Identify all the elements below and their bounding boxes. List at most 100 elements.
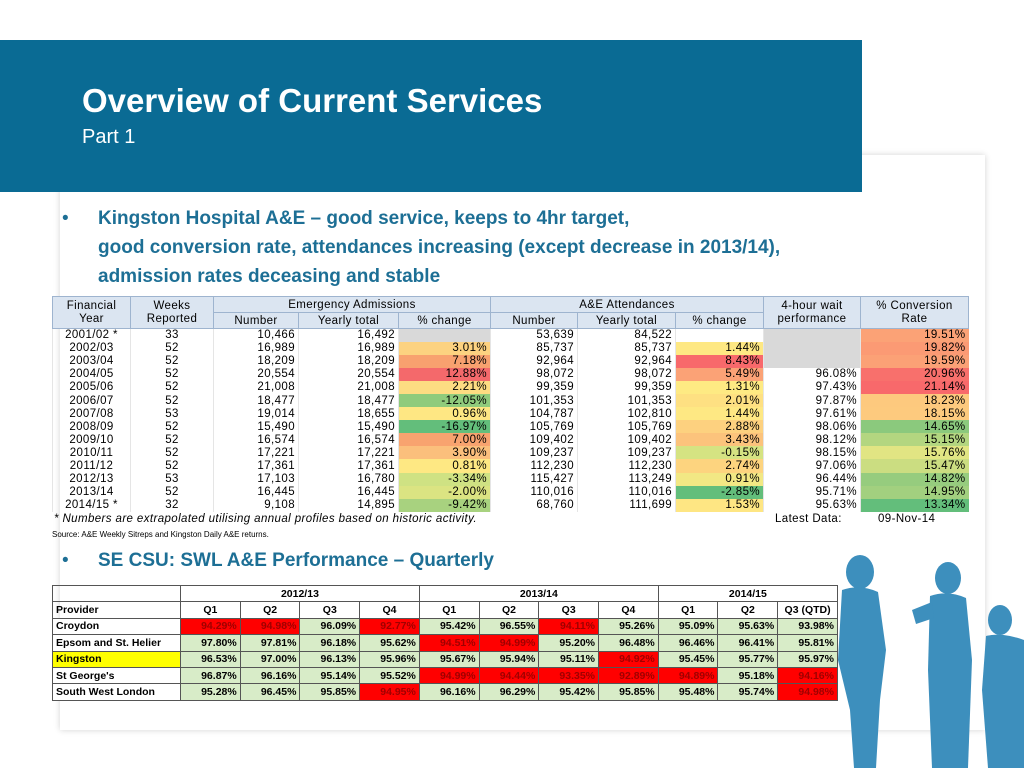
table-cell: 95.77% [717,650,779,668]
table-cell: 3.90% [398,446,491,460]
table-cell: 97.00% [239,650,301,668]
table-cell: 96.46% [657,634,719,652]
performance-table: 2012/13 2013/14 2014/15 Provider Q1 Q2 Q3 Q4 Q1 Q… [52,584,839,701]
table-row: 2004/05 52 20,554 20,554 12.88% 98,072 98,072 5… [52,367,969,381]
table-cell: 1.44% [675,341,764,355]
table-cell: 2014/15 * [52,498,131,512]
table-cell: 95.63% [717,617,779,636]
table-cell: 3.01% [398,341,491,355]
table-cell: 2.74% [675,459,764,473]
table-cell: 94.99% [418,666,480,685]
table-cell: 95.42% [538,683,600,701]
table-cell: 2.88% [675,420,764,434]
table-cell: 17,221 [298,446,399,460]
bullet: Kingston Hospital A&E – good service, ke… [62,204,780,291]
table-cell: 52 [130,485,214,499]
table-cell: 98.06% [763,420,861,434]
table-row: 2003/04 52 18,209 18,209 7.18% 92,964 92,964 8.… [52,354,969,368]
table-cell: 14.95% [860,485,969,499]
table-cell: 68,760 [490,498,578,512]
table-cell: 15.76% [860,446,969,460]
table-cell: 0.96% [398,407,491,421]
table-cell: 95.20% [538,634,600,652]
table-cell: 1.31% [675,380,764,394]
table-cell: 97.81% [239,634,301,652]
column-subheader: Number [490,312,578,329]
table-cell: 53 [130,472,214,486]
column-header: Financial Year [52,296,131,329]
table-cell: 2012/13 [52,472,131,486]
table-cell: 95.11% [538,650,600,668]
table-cell: 7.00% [398,433,491,447]
table-cell: 20,554 [298,367,399,381]
table-row: Croydon 94.29% 94.98% 96.09% 92.77% 95.42% 96.… [52,617,838,636]
column-header: Q4 [598,601,659,619]
table-row: 2010/11 52 17,221 17,221 3.90% 109,237 109,237… [52,446,969,460]
table-cell: 95.42% [418,617,480,636]
table-cell: 2003/04 [52,354,131,368]
table-cell: 96.41% [717,634,779,652]
table-cell: 95.28% [180,683,241,701]
table-cell: 16,574 [298,433,399,447]
table-row: 2001/02 * 33 10,466 16,492 53,639 84,522 19.51… [52,328,969,342]
bullet: SE CSU: SWL A&E Performance – Quarterly [62,546,494,575]
table-cell: 95.85% [598,683,659,701]
table-cell: 53 [130,407,214,421]
column-header: Q1 [418,601,480,619]
table-cell: 18,655 [298,407,399,421]
bullet-line: good conversion rate, attendances increa… [98,237,781,258]
table-cell: Kingston [52,650,181,668]
bullet-line: Kingston Hospital A&E – good service, ke… [98,208,630,229]
table-cell: 95.94% [478,650,540,668]
table-cell [763,328,861,342]
table-cell: 10,466 [213,328,299,342]
table-cell: 2005/06 [52,380,131,394]
table-cell: -16.97% [398,420,491,434]
table-cell: 96.53% [180,650,241,668]
column-header: A&E Attendances [490,296,764,313]
table-cell: 95.67% [418,650,480,668]
column-subheader: Yearly total [577,312,676,329]
table-cell: 95.96% [359,650,420,668]
table-cell: 101,353 [490,393,578,408]
table-cell: 92.77% [359,617,420,636]
table-cell: 14.82% [860,472,969,486]
table-cell: 17,361 [213,459,299,473]
column-subheader: Yearly total [298,312,399,329]
table-row: 2005/06 52 21,008 21,008 2.21% 99,359 99,359 1.… [52,380,969,394]
table-row: Kingston 96.53% 97.00% 96.13% 95.96% 95.67% 95… [52,650,838,668]
table-cell: 3.43% [675,433,764,447]
table-cell: 52 [130,393,214,408]
table-cell: 52 [130,354,214,368]
table-cell: Epsom and St. Helier [52,634,181,652]
group-header [52,584,181,603]
table-cell [763,341,861,355]
table-cell: 0.91% [675,472,764,486]
table-cell: 19.82% [860,341,969,355]
table-cell: 95.26% [598,617,659,636]
table-cell: 14.65% [860,420,969,434]
table-row: 2013/14 52 16,445 16,445 -2.00% 110,016 110,01… [52,485,969,499]
header-row: Provider Q1 Q2 Q3 Q4 Q1 Q2 Q3 Q4 Q1 Q2 Q3 (QTD) [52,601,838,619]
table-cell: 94.89% [657,666,719,685]
table-cell: 95.81% [777,634,838,652]
footnote: * Numbers are extrapolated utilising ann… [54,513,477,525]
table-cell: 32 [130,498,214,512]
table-cell: 18.23% [860,393,969,408]
table-row: South West London 95.28% 96.45% 95.85% 94.95… [52,683,838,701]
table-cell: 96.08% [763,367,861,381]
table-cell: 19.59% [860,354,969,368]
table-cell: 20,554 [213,367,299,381]
table-row: 2009/10 52 16,574 16,574 7.00% 109,402 109,402… [52,433,969,447]
table-cell: 2.01% [675,393,764,408]
table-cell: 16,445 [213,485,299,499]
attendance-table: Financial Year Weeks Reported Emergency Ad… [52,296,969,512]
table-cell: 21,008 [213,380,299,394]
table-cell: 95.85% [299,683,361,701]
bullet-line: admission rates deceasing and stable [98,266,441,287]
table-cell: South West London [52,683,181,701]
column-header: Provider [52,601,181,619]
table-cell: 85,737 [577,341,676,355]
table-cell: 2001/02 * [52,328,131,342]
